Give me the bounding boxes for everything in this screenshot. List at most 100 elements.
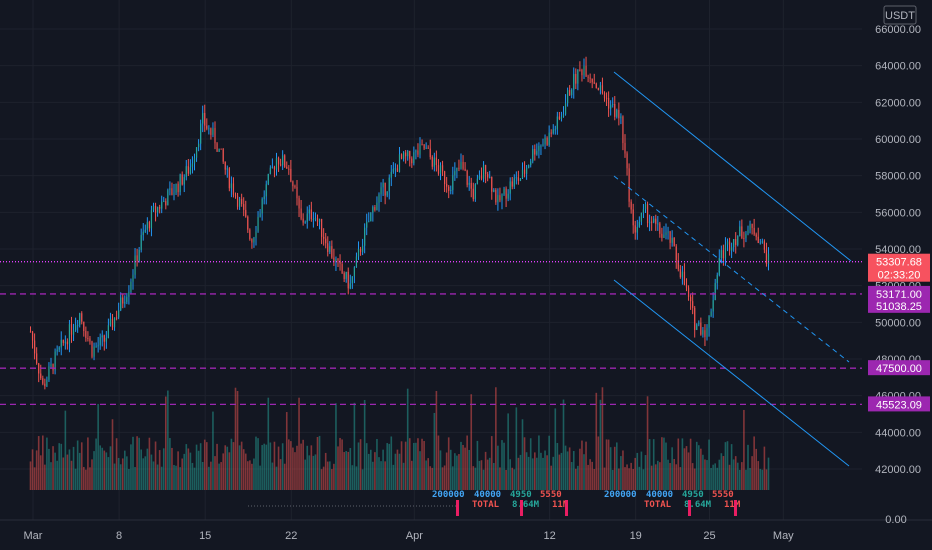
candle-body xyxy=(79,313,81,325)
volume-bar xyxy=(74,468,77,490)
candle-body xyxy=(224,161,226,170)
volume-bar xyxy=(558,454,561,490)
candle-body xyxy=(193,157,196,164)
candle-body xyxy=(476,178,478,185)
price-level-lines xyxy=(0,261,862,406)
candle-body xyxy=(575,73,577,84)
volume-bar xyxy=(31,449,34,490)
candle-body xyxy=(595,83,597,89)
volume-bar xyxy=(587,464,589,490)
candle-body xyxy=(542,144,544,146)
candle-body xyxy=(624,143,626,154)
volume-bar xyxy=(601,387,604,490)
candle-body xyxy=(253,237,255,243)
candle-body xyxy=(134,255,136,275)
volume-bar xyxy=(732,459,735,490)
volume-bar xyxy=(452,466,454,490)
candle-body xyxy=(497,195,499,203)
time-tick-label: 12 xyxy=(543,530,555,542)
volume-bar xyxy=(177,451,179,490)
candle-body xyxy=(304,221,306,223)
time-tick-label: 8 xyxy=(116,530,122,542)
candle-body xyxy=(113,317,116,328)
candle-body xyxy=(579,69,581,71)
trend-channel[interactable] xyxy=(613,71,852,467)
candle-body xyxy=(36,353,38,364)
volume-bar xyxy=(173,464,175,490)
volume-bar xyxy=(544,450,546,490)
volume-bar xyxy=(443,465,446,490)
candle-body xyxy=(124,302,126,304)
candle-body xyxy=(521,169,524,179)
price-tag xyxy=(868,285,930,301)
candle-body xyxy=(216,143,218,152)
volume-bar xyxy=(226,446,229,490)
price-tag xyxy=(868,360,930,376)
volume-bar xyxy=(747,444,749,490)
candle-body xyxy=(308,209,310,214)
volume-bar xyxy=(550,465,552,490)
candle-body xyxy=(478,175,481,179)
candle-body xyxy=(671,237,673,243)
volume-bar xyxy=(509,459,511,490)
volume-bar xyxy=(115,438,118,490)
price-tag xyxy=(868,396,930,412)
candle-body xyxy=(95,346,97,348)
candle-body xyxy=(31,331,34,341)
currency-badge[interactable] xyxy=(883,5,917,25)
volume-bar xyxy=(687,452,690,490)
candle-body xyxy=(165,201,167,206)
volume-bar xyxy=(638,466,641,490)
candle-body xyxy=(417,150,419,155)
volume-bar xyxy=(534,452,536,490)
volume-bar xyxy=(99,445,101,490)
candle-body xyxy=(741,226,743,238)
volume-bar xyxy=(87,437,89,490)
volume-bar xyxy=(501,440,503,490)
candle-body xyxy=(398,154,401,172)
price-tag-label: 53307.68 xyxy=(876,257,922,269)
volume-bar xyxy=(316,436,319,490)
candle-body xyxy=(140,235,142,250)
volume-bar xyxy=(199,443,202,490)
volume-bar xyxy=(130,444,132,490)
volume-bar xyxy=(52,446,54,490)
volume-bar xyxy=(167,390,169,490)
volume-bar xyxy=(109,446,112,490)
candle-body xyxy=(610,105,612,109)
volume-bar xyxy=(271,462,274,490)
volume-bar xyxy=(89,467,91,490)
candle-body xyxy=(409,150,411,159)
volume-bar xyxy=(665,442,667,490)
volume-bar xyxy=(343,452,345,490)
volume-bar xyxy=(609,447,612,490)
volume-bar xyxy=(138,437,140,490)
candle-body xyxy=(230,183,232,189)
candle-body xyxy=(146,222,148,230)
candle-body xyxy=(364,227,366,246)
volume-bar xyxy=(710,467,712,490)
candle-body xyxy=(413,152,415,164)
volume-bar xyxy=(538,435,540,490)
candle-body xyxy=(157,207,159,213)
candle-body xyxy=(101,335,103,338)
volume-bar xyxy=(636,452,639,490)
candle-body xyxy=(249,229,251,240)
volume-bar xyxy=(488,457,491,490)
volume-bar xyxy=(107,457,110,490)
volume-bar xyxy=(76,440,79,490)
volume-bar xyxy=(423,441,425,490)
volume-bar xyxy=(579,448,581,490)
candle-body xyxy=(712,300,714,312)
indicator-marker xyxy=(565,500,568,516)
candle-body xyxy=(585,65,587,77)
candle-body xyxy=(163,201,165,203)
candle-body xyxy=(653,218,655,223)
candle-body xyxy=(208,128,210,130)
candle-body xyxy=(659,223,661,234)
candle-body xyxy=(44,383,46,387)
volume-bar xyxy=(56,460,58,490)
price-tick-label: 64000.00 xyxy=(875,61,921,73)
candle-body xyxy=(663,234,665,238)
